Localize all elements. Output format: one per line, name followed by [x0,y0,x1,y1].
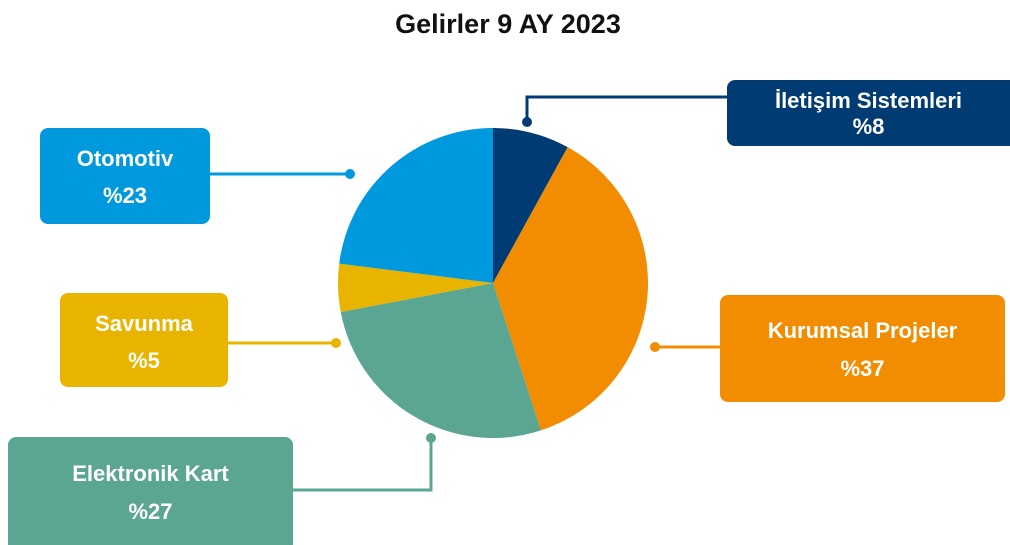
pie-slice [340,283,541,439]
chart-title: Gelirler 9 AY 2023 [395,9,621,39]
callout-name: Savunma [95,311,194,336]
connector-dot [522,117,532,127]
callout-value: %8 [853,114,885,139]
pie-slice [493,128,568,283]
connector-dot [331,338,341,348]
connector-dot [426,433,436,443]
connector-dot [345,169,355,179]
pie-slice [338,263,493,313]
connector-line [293,438,433,492]
callout-value: %23 [103,183,147,208]
callout-value: %37 [840,356,884,381]
callout-box [40,128,210,224]
callout-box [60,293,228,387]
callout-box [720,295,1005,402]
pie-slice [339,128,493,283]
callout-name: Elektronik Kart [72,461,229,486]
callout-value: %5 [128,348,160,373]
callout-box [727,80,1010,146]
callout-value: %27 [128,499,172,524]
connector-dot [650,342,660,352]
connector-line [525,95,727,122]
callout-name: Kurumsal Projeler [768,318,958,343]
callout-name: İletişim Sistemleri [775,88,962,113]
callout-name: Otomotiv [77,146,174,171]
pie-slice [493,147,648,431]
callout-box [8,437,293,545]
